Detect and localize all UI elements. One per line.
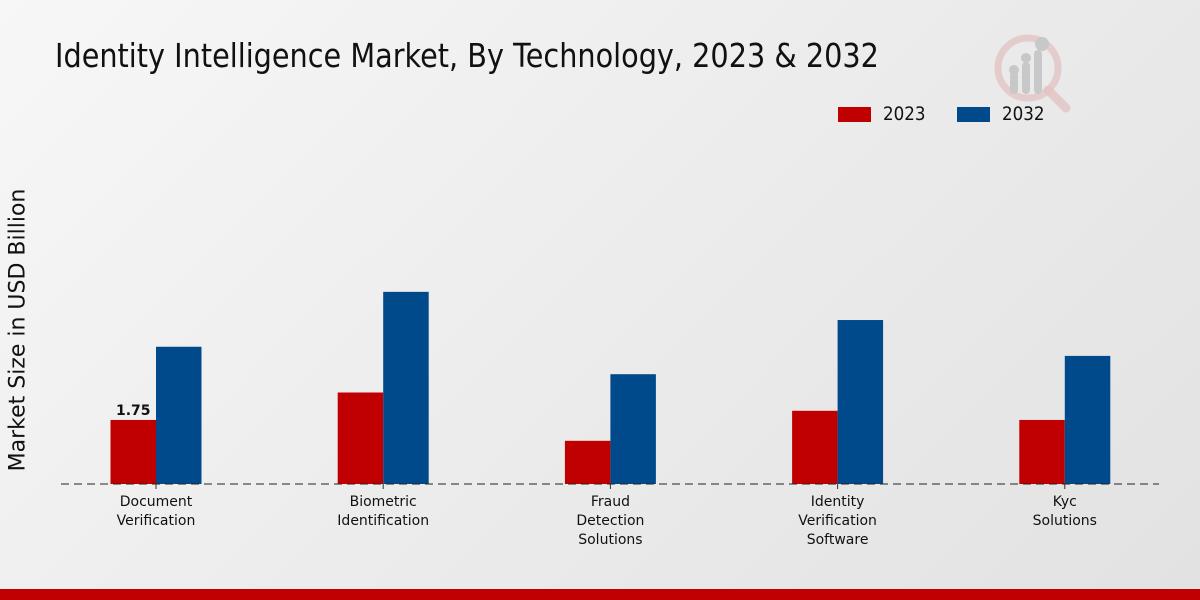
x-tick-label-line: Biometric [350, 494, 417, 510]
x-tick-label-line: Document [120, 494, 193, 510]
x-tick-label-line: Verification [117, 513, 196, 529]
bar-2032-3 [837, 320, 884, 484]
bar-2023-1 [337, 392, 384, 484]
x-tick-label-line: Verification [798, 513, 877, 529]
legend-item-2032[interactable]: 2032 [957, 103, 1050, 125]
chart-title: Identity Intelligence Market, By Technol… [55, 36, 879, 75]
bar-2032-4 [1064, 355, 1111, 484]
x-tick-label-line: Identity [811, 494, 865, 510]
bar-2023-2 [564, 440, 611, 484]
legend-label-2032: 2032 [1002, 103, 1045, 125]
bar-2032-1 [383, 291, 429, 484]
x-tick-label-line: Kyc [1053, 494, 1077, 510]
bar-2023-4 [1019, 419, 1065, 484]
x-tick-label-line: Solutions [578, 532, 642, 548]
x-tick-label-4: Kyc Solutions [1033, 494, 1097, 529]
x-tick-label-1: Biometric Identification [337, 494, 429, 529]
footer-bar [0, 589, 1200, 600]
data-label-0: 1.75 [116, 403, 151, 419]
x-tick-label-line: Identification [337, 513, 429, 529]
x-tick-label-line: Software [807, 532, 869, 548]
brand-logo-icon [994, 34, 1071, 113]
bar-2023-3 [792, 410, 838, 484]
legend-swatch-2023 [838, 106, 871, 122]
x-tick-label-line: Fraud [591, 494, 630, 510]
x-tick-label-3: Identity Verification Software [798, 494, 877, 548]
legend-label-2023: 2023 [883, 103, 926, 125]
bar-2032-0 [156, 346, 202, 484]
bar-2032-2 [610, 374, 656, 484]
x-tick-label-2: Fraud Detection Solutions [576, 494, 644, 548]
bar-2023-0 [110, 419, 156, 484]
x-tick-label-0: Document Verification [117, 494, 196, 529]
legend-item-2023[interactable]: 2023 [838, 103, 931, 125]
x-tick-label-line: Solutions [1033, 513, 1097, 529]
x-tick-label-line: Detection [576, 513, 644, 529]
legend-swatch-2032 [957, 106, 990, 122]
